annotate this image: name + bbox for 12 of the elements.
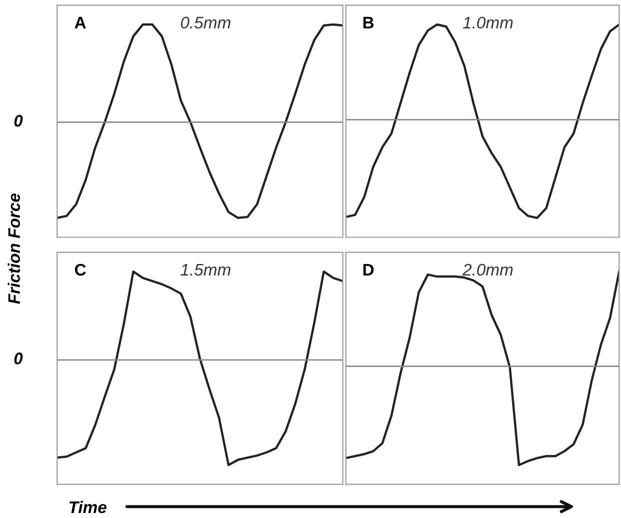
- annotation: 0.5mm: [180, 16, 230, 29]
- x-axis-title: Time: [69, 500, 106, 514]
- chart-title: A: [74, 16, 86, 28]
- annotation: 1.5mm: [180, 264, 230, 276]
- ref-line-label: 0: [14, 352, 23, 364]
- chart-title: B: [363, 16, 374, 28]
- chart-title: C: [74, 264, 86, 276]
- y-axis-title: Friction Force: [8, 194, 20, 304]
- chart-title: D: [363, 264, 374, 276]
- annotation: 2.0mm: [462, 264, 513, 276]
- ref-line-label: 0: [14, 114, 23, 127]
- annotation: 1.0mm: [462, 16, 513, 29]
